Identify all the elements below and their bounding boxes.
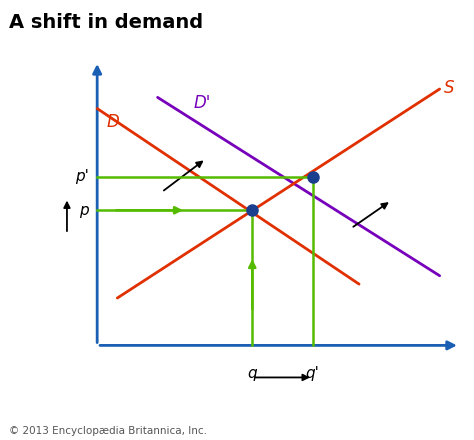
Text: q': q' — [306, 366, 319, 381]
Text: q: q — [247, 366, 257, 381]
Text: S: S — [444, 79, 454, 97]
Text: D: D — [107, 114, 119, 132]
Text: © 2013 Encyclopædia Britannica, Inc.: © 2013 Encyclopædia Britannica, Inc. — [9, 425, 208, 436]
Text: p: p — [80, 203, 89, 218]
Text: A shift in demand: A shift in demand — [9, 13, 204, 32]
Text: D': D' — [193, 94, 210, 112]
Text: p': p' — [75, 169, 89, 184]
